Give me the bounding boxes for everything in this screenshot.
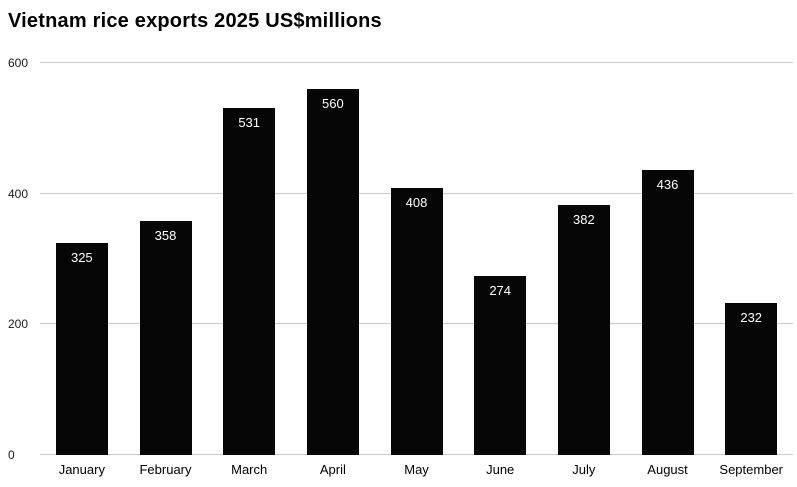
- x-tick-label-june: June: [486, 462, 515, 477]
- bar-slot-february: 358: [124, 63, 208, 455]
- x-tick-label-february: February: [139, 462, 192, 477]
- bar-slot-july: 382: [542, 63, 626, 455]
- bar-slot-january: 325: [40, 63, 124, 455]
- bar-august: 436: [641, 170, 694, 455]
- bar-slot-may: 408: [375, 63, 459, 455]
- y-tick-label: 600: [8, 56, 29, 70]
- bar-may: 408: [390, 188, 443, 455]
- y-tick-label: 200: [8, 317, 29, 332]
- bar-slot-june: 274: [458, 63, 542, 455]
- gridline: [40, 62, 793, 63]
- chart-title: Vietnam rice exports 2025 US$millions: [8, 10, 382, 32]
- bar-slot-march: 531: [207, 63, 291, 455]
- bar-slot-april: 560: [291, 63, 375, 455]
- bar-value-label: 408: [405, 195, 428, 211]
- bar-march: 531: [223, 108, 276, 455]
- bar-value-label: 382: [573, 212, 595, 228]
- bar-value-label: 436: [656, 177, 679, 193]
- x-axis-labels: January February March April May June July Augu…: [40, 459, 793, 477]
- x-tick-label-may: May: [404, 462, 429, 477]
- bar-june: 274: [474, 276, 527, 455]
- bar-july: 382: [557, 205, 610, 455]
- bar-january: 325: [55, 242, 108, 455]
- y-tick-label: 0: [8, 448, 15, 462]
- x-tick-label-april: April: [319, 462, 346, 477]
- bar-slot-august: 436: [626, 63, 710, 455]
- bar-value-label: 232: [740, 310, 763, 326]
- bar-april: 560: [306, 89, 359, 455]
- bar-value-label: 325: [70, 249, 93, 265]
- y-axis-labels: 0 200 400 600: [8, 56, 38, 462]
- y-tick-label: 400: [8, 186, 29, 201]
- x-tick-label-august: August: [647, 462, 688, 477]
- x-tick-label-january: January: [58, 462, 105, 477]
- x-tick-label-march: March: [231, 462, 268, 477]
- bar-value-label: 274: [489, 283, 512, 298]
- bar-series: 325 358 531 560 408 274 382 436 232: [40, 63, 793, 455]
- bar-value-label: 560: [321, 96, 344, 112]
- bar-slot-september: 232: [709, 63, 793, 455]
- bar-value-label: 531: [238, 115, 261, 131]
- bar-value-label: 358: [154, 228, 177, 244]
- bar-september: 232: [725, 303, 778, 455]
- bar-february: 358: [139, 221, 192, 455]
- x-tick-label-september: September: [719, 462, 783, 477]
- x-tick-label-july: July: [572, 462, 596, 477]
